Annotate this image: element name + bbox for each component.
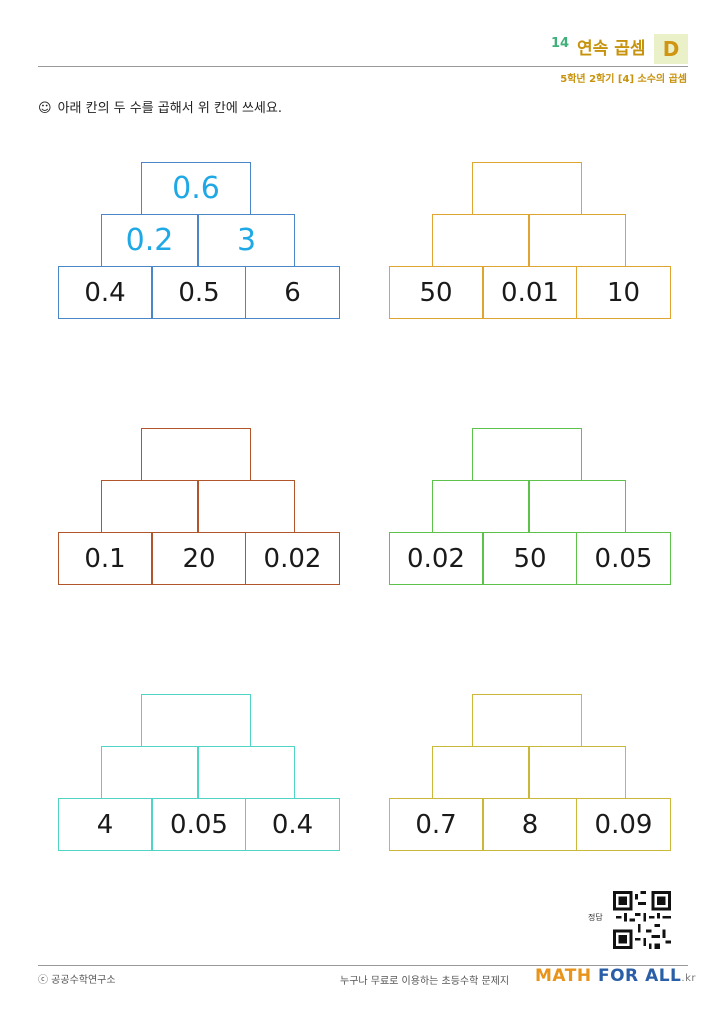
instruction-text: 아래 칸의 두 수를 곱해서 위 칸에 쓰세요. [57,101,282,116]
pyramid-4-bottom-cell: 50 [483,532,577,585]
pyramid-5-bottom-cell: 4 [58,798,152,851]
pyramid-2-bottom-cell: 50 [389,266,483,319]
header-divider [38,66,688,67]
pyramid-1-bottom-cell: 0.5 [152,266,246,319]
worksheet-subtitle: 5학년 2학기 [4] 소수의 곱셈 [560,74,687,85]
pyramid-2-middle-cell[interactable] [432,214,529,267]
pyramid-5-top-cell[interactable] [141,694,251,747]
pyramid-2-bottom-cell: 0.01 [483,266,577,319]
pyramid-3-middle-cell[interactable] [198,480,295,533]
pyramid-2-middle-cell[interactable] [529,214,626,267]
pyramid-4-bottom-cell: 0.02 [389,532,483,585]
pyramid-2-bottom-cell: 10 [576,266,671,319]
instruction: ☺ 아래 칸의 두 수를 곱해서 위 칸에 쓰세요. [38,97,282,116]
pyramid-6-bottom-cell: 0.7 [389,798,483,851]
qr-code-icon[interactable] [613,891,671,949]
pyramid-4-middle-cell[interactable] [529,480,626,533]
brand-kr: .kr [681,973,696,984]
pyramid-3-bottom-cell: 0.02 [245,532,340,585]
footer-copyright: ⓒ 공공수학연구소 [38,975,116,986]
pyramid-3-bottom-cell: 0.1 [58,532,152,585]
level-badge: D [654,34,688,64]
pyramid-6-middle-cell[interactable] [432,746,529,799]
pyramid-3-top-cell[interactable] [141,428,251,481]
pyramid-1-bottom-cell: 0.4 [58,266,152,319]
pyramid-4-middle-cell[interactable] [432,480,529,533]
pyramid-1-bottom-cell: 6 [245,266,340,319]
pyramid-5-bottom-cell: 0.4 [245,798,340,851]
footer-slogan: 누구나 무료로 이용하는 초등수학 문제지 [340,976,510,987]
worksheet-title: 연속 곱셈 [577,39,646,59]
pyramid-2-top-cell[interactable] [472,162,582,215]
header-number: 14 [551,36,570,51]
pyramid-6-bottom-cell: 0.09 [576,798,671,851]
brand-math: MATH [535,966,592,986]
smiley-icon: ☺ [38,101,52,116]
pyramid-4-bottom-cell: 0.05 [576,532,671,585]
pyramid-6-middle-cell[interactable] [529,746,626,799]
pyramid-4-top-cell[interactable] [472,428,582,481]
pyramid-5-middle-cell[interactable] [101,746,198,799]
answer-label: 정답 [588,913,603,922]
pyramid-3-bottom-cell: 20 [152,532,246,585]
pyramid-6-top-cell[interactable] [472,694,582,747]
pyramid-3-middle-cell[interactable] [101,480,198,533]
brand-logo[interactable]: MATH FOR ALL.kr [535,966,696,986]
footer-divider [38,965,688,966]
pyramid-5-middle-cell[interactable] [198,746,295,799]
pyramid-1-top-cell[interactable]: 0.6 [141,162,251,215]
pyramid-1-middle-cell[interactable]: 0.2 [101,214,198,267]
pyramid-1-middle-cell[interactable]: 3 [198,214,295,267]
pyramid-5-bottom-cell: 0.05 [152,798,246,851]
pyramid-6-bottom-cell: 8 [483,798,577,851]
brand-for-all: FOR ALL [591,966,682,986]
